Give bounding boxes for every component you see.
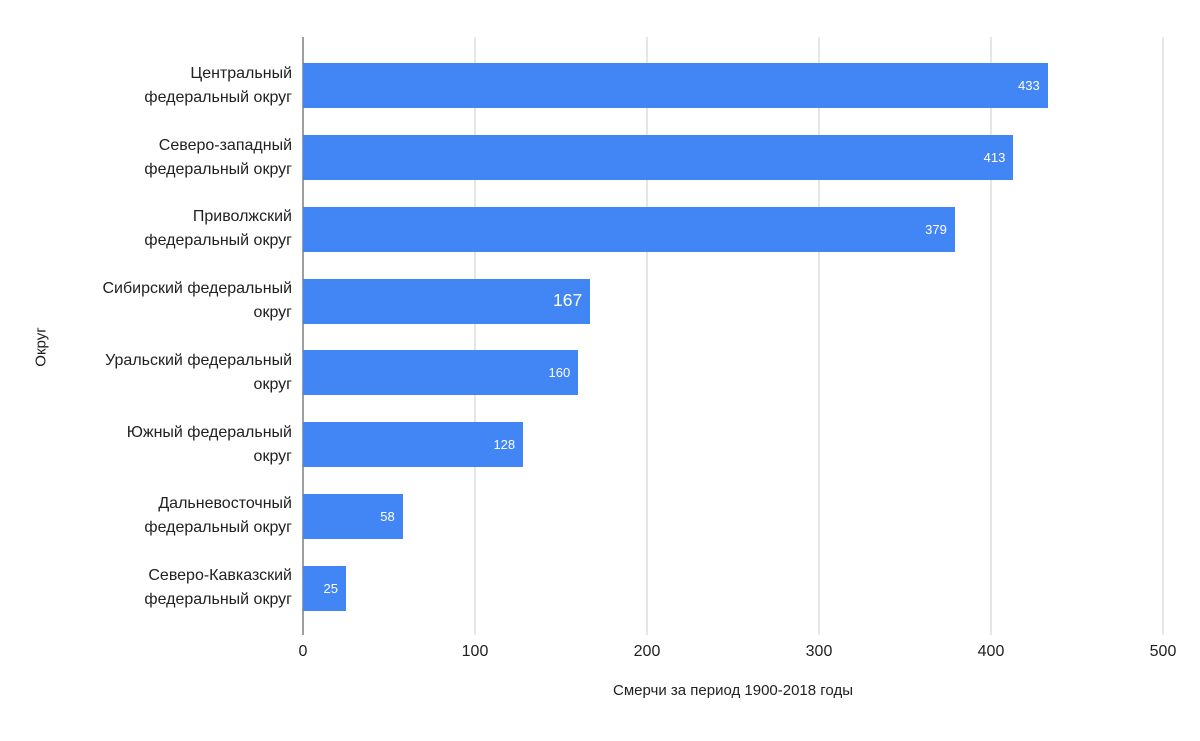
gridline [646,37,648,635]
x-axis-tick-labels: 0 100 200 300 400 500 [299,643,1177,664]
category-label: Центральный федеральный округ [144,64,292,106]
bars-layer: 433 413 379 167 160 128 58 25 [303,37,1163,633]
bar-row: 379 [303,194,1163,266]
bar-row: 160 [303,337,1163,409]
bar-3: 379 [303,206,955,252]
category-label: Южный федеральный округ [126,423,292,465]
gridline [990,37,992,635]
gridline [474,37,476,635]
bar-row: 58 [303,481,1163,553]
category-label: Приволжский федеральный округ [144,208,292,250]
bar-1: 433 [303,63,1048,109]
gridline [818,37,820,635]
bar-5: 160 [303,350,579,396]
bar-2: 413 [303,135,1014,181]
bar-row: 128 [303,409,1163,481]
bar-7: 58 [303,493,403,539]
gridline [1162,37,1164,635]
bar-6: 128 [303,422,524,468]
category-label: Северо-Кавказский федеральный округ [144,567,292,609]
bar-row: 433 [303,50,1163,122]
x-tick-label: 300 [805,643,833,660]
x-axis-title: Смерчи за период 1900-2018 годы [613,682,853,699]
y-axis-title: Округ [32,327,50,367]
x-tick-label: 0 [298,643,308,660]
bar-value-label: 128 [493,437,516,453]
bar-row: 413 [303,122,1163,194]
bar-value-label: 379 [925,221,947,237]
bar-8: 25 [303,565,346,611]
x-tick-label: 100 [461,643,489,660]
bar-row: 167 [303,265,1163,337]
bar-row: 25 [303,552,1163,624]
x-tick-label: 200 [633,643,661,660]
category-label: Северо-западный федеральный округ [144,136,292,178]
category-label: Сибирский федеральный округ [102,280,293,322]
bar-value-label: 25 [323,580,338,596]
y-axis-baseline [302,37,304,635]
y-axis-category-labels: Центральный федеральный округ Северо-запа… [95,37,293,633]
category-label: Дальневосточный федеральный округ [144,495,292,537]
bar-value-label: 413 [983,150,1006,166]
category-label: Уральский федеральный округ [105,351,292,393]
bar-value-label: 433 [1018,78,1040,94]
bar-4: 167 [303,278,591,324]
plot-area: 433 413 379 167 160 128 58 25 [302,37,1164,635]
bar-value-label: 167 [553,290,583,311]
bar-value-label: 58 [380,508,395,524]
x-tick-label: 400 [977,643,1005,660]
bar-value-label: 160 [548,365,571,381]
x-tick-label: 500 [1149,643,1177,660]
